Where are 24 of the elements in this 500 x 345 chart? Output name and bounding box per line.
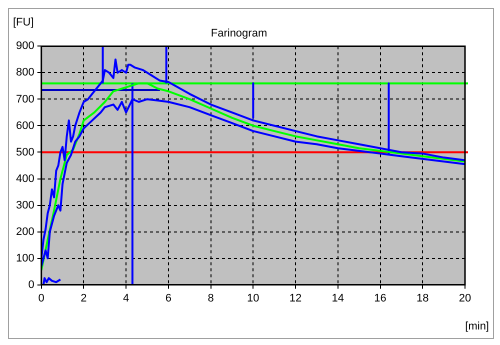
y-tick-label: 300 (16, 199, 34, 212)
x-tick-label: 16 (374, 292, 386, 304)
y-tick-label: 900 (16, 40, 34, 52)
y-axis-title: [FU] (13, 16, 34, 29)
x-tick-label: 12 (289, 292, 302, 304)
y-tick-label: 0 (28, 278, 34, 291)
x-tick-label: 14 (332, 292, 344, 304)
x-tick-label: 18 (416, 292, 429, 304)
y-tick-label: 500 (16, 146, 34, 158)
x-tick-label: 4 (123, 292, 130, 304)
x-axis-title: [min] (465, 320, 489, 333)
x-tick-label: 10 (247, 292, 260, 304)
x-tick-label: 6 (165, 292, 172, 304)
chart-title: Farinogram (210, 28, 268, 40)
x-tick-label: 0 (38, 292, 44, 304)
y-tick-label: 600 (16, 120, 34, 132)
x-tick-label: 20 (458, 292, 472, 304)
y-tick-label: 100 (16, 252, 34, 264)
x-tick-label: 2 (80, 292, 87, 304)
y-tick-label: 200 (16, 226, 34, 238)
y-tick-label: 800 (16, 66, 34, 79)
y-tick-label: 700 (16, 93, 34, 106)
x-tick-label: 8 (208, 292, 214, 304)
y-tick-label: 400 (16, 172, 34, 185)
